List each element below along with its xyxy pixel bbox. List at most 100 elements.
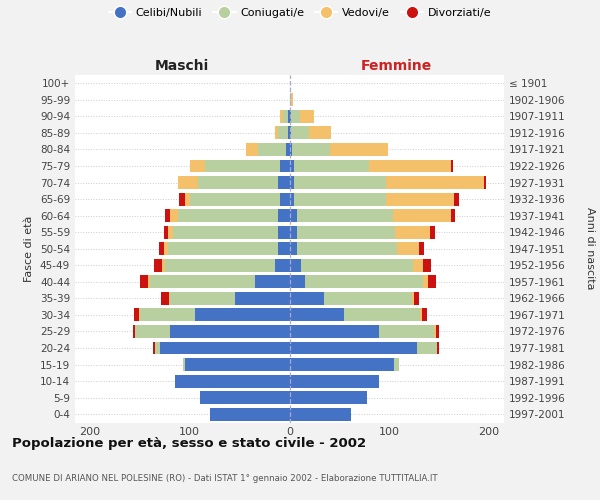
Bar [165,259,275,272]
Bar [287,126,290,140]
Bar [209,408,290,420]
Bar [344,308,420,322]
Bar [394,358,399,371]
Bar [290,110,292,123]
Bar [414,292,419,305]
Bar [370,160,451,172]
Bar [280,192,290,205]
Bar [331,143,388,156]
Bar [183,358,185,371]
Bar [290,143,292,156]
Bar [290,209,298,222]
Bar [153,342,155,354]
Bar [325,292,412,305]
Bar [200,391,290,404]
Bar [185,192,190,205]
Bar [287,110,290,123]
Bar [280,160,290,172]
Bar [275,126,278,140]
Bar [422,308,427,322]
Bar [395,226,430,238]
Bar [417,342,437,354]
Bar [423,259,431,272]
Bar [148,276,150,288]
Bar [175,374,290,388]
Bar [292,126,310,140]
Bar [430,226,435,238]
Bar [393,209,451,222]
Legend: Celibi/Nubili, Coniugati/e, Vedovi/e, Divorziati/e: Celibi/Nubili, Coniugati/e, Vedovi/e, Di… [104,3,496,22]
Bar [278,126,287,140]
Bar [133,325,135,338]
Bar [235,292,290,305]
Y-axis label: Anni di nascita: Anni di nascita [585,208,595,290]
Bar [290,276,305,288]
Bar [164,242,168,255]
Bar [169,292,170,305]
Bar [420,308,422,322]
Bar [295,176,386,189]
Bar [150,276,254,288]
Bar [290,160,295,172]
Bar [168,242,278,255]
Bar [278,209,290,222]
Bar [290,408,352,420]
Bar [298,242,397,255]
Bar [190,192,280,205]
Bar [305,276,423,288]
Bar [170,325,290,338]
Bar [386,176,484,189]
Bar [290,94,292,106]
Bar [280,110,283,123]
Bar [451,160,453,172]
Bar [162,259,165,272]
Bar [290,342,417,354]
Bar [134,308,139,322]
Text: Maschi: Maschi [155,60,209,74]
Bar [290,192,295,205]
Bar [178,176,198,189]
Bar [290,176,295,189]
Bar [290,374,379,388]
Bar [301,110,314,123]
Bar [428,276,436,288]
Bar [290,259,301,272]
Bar [436,325,439,338]
Bar [290,226,298,238]
Bar [170,292,235,305]
Bar [292,94,293,106]
Bar [278,226,290,238]
Bar [159,242,164,255]
Bar [290,325,379,338]
Bar [290,391,367,404]
Bar [437,342,439,354]
Bar [379,325,434,338]
Bar [413,259,423,272]
Bar [205,160,280,172]
Bar [454,192,459,205]
Bar [286,143,290,156]
Bar [170,209,178,222]
Bar [154,259,162,272]
Bar [292,110,301,123]
Bar [168,226,173,238]
Text: Popolazione per età, sesso e stato civile - 2002: Popolazione per età, sesso e stato civil… [12,438,366,450]
Text: COMUNE DI ARIANO NEL POLESINE (RO) - Dati ISTAT 1° gennaio 2002 - Elaborazione T: COMUNE DI ARIANO NEL POLESINE (RO) - Dat… [12,474,437,483]
Bar [292,143,331,156]
Bar [278,176,290,189]
Bar [190,160,205,172]
Bar [298,209,393,222]
Bar [139,308,140,322]
Bar [419,242,424,255]
Bar [160,342,290,354]
Bar [179,192,185,205]
Bar [198,176,278,189]
Bar [301,259,413,272]
Bar [178,209,278,222]
Text: Femmine: Femmine [361,60,433,74]
Bar [140,308,195,322]
Bar [423,276,428,288]
Bar [165,209,170,222]
Bar [140,276,148,288]
Bar [278,242,290,255]
